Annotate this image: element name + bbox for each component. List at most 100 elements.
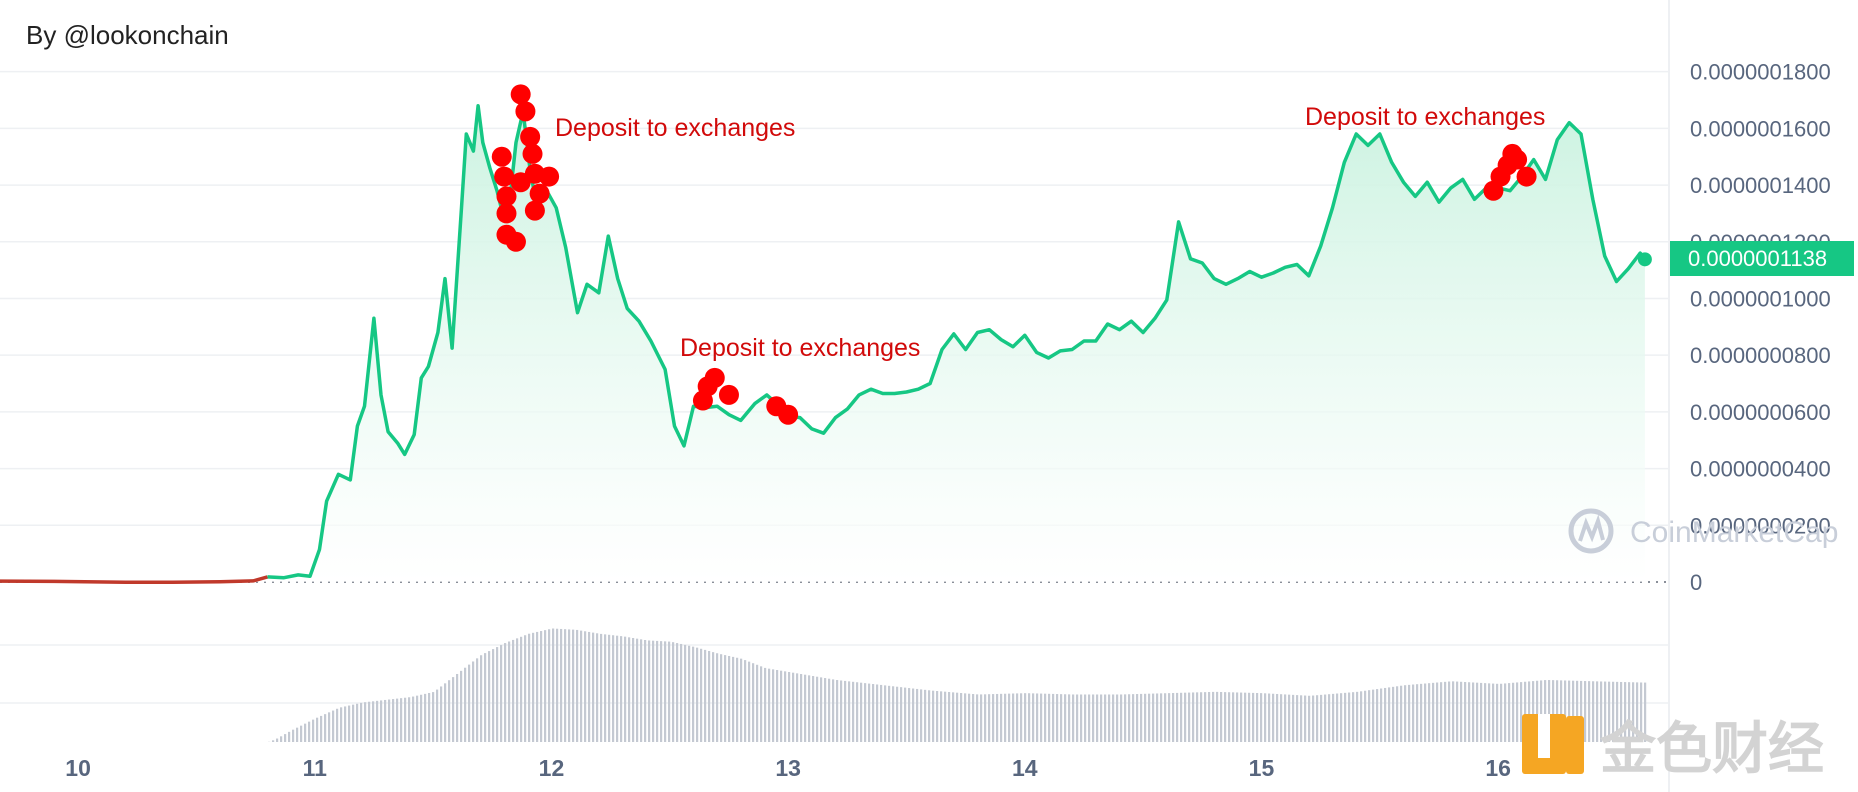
volume-bar	[1464, 682, 1467, 742]
volume-bar	[1312, 695, 1315, 742]
volume-bar	[1340, 693, 1343, 742]
volume-bar	[1472, 682, 1475, 742]
volume-bar	[928, 690, 931, 742]
volume-bar	[1628, 682, 1631, 742]
volume-bar	[648, 640, 651, 742]
volume-bar	[1344, 692, 1347, 742]
volume-bar	[1444, 681, 1447, 742]
price-line	[267, 103, 1647, 580]
volume-bar	[1428, 683, 1431, 742]
x-tick-label: 14	[1012, 755, 1038, 781]
deposit-annotations: Deposit to exchanges Deposit to exchanges…	[555, 103, 1545, 362]
volume-bar	[560, 628, 563, 742]
volume-bar	[496, 647, 499, 742]
volume-bar	[1576, 680, 1579, 742]
volume-bar	[556, 628, 559, 742]
volume-bar	[1044, 693, 1047, 742]
volume-bar	[480, 655, 483, 742]
volume-bar	[764, 667, 767, 742]
volume-bar	[1404, 685, 1407, 742]
volume-bar	[324, 714, 327, 742]
volume-bar	[668, 641, 671, 742]
volume-bar	[1436, 682, 1439, 742]
volume-bar	[1636, 682, 1639, 742]
deposit-marker	[778, 404, 799, 425]
volume-bar	[1156, 693, 1159, 742]
volume-bar	[1604, 681, 1607, 742]
volume-bar	[1496, 683, 1499, 742]
volume-bar	[684, 644, 687, 742]
volume-bar	[1288, 694, 1291, 742]
volume-bar	[572, 629, 575, 742]
volume-bar	[1620, 681, 1623, 742]
volume-bar	[1412, 684, 1415, 742]
volume-bar	[848, 681, 851, 742]
volume-bar	[800, 674, 803, 742]
deposit-marker	[491, 146, 512, 167]
volume-bar	[740, 658, 743, 742]
volume-bar	[780, 670, 783, 742]
volume-bar	[1616, 681, 1619, 742]
volume-bar	[776, 670, 779, 742]
volume-bar	[1112, 694, 1115, 742]
volume-bar	[404, 697, 407, 742]
volume-bar	[608, 634, 611, 742]
volume-bar	[1248, 692, 1251, 742]
volume-bar	[288, 731, 291, 742]
deposit-marker	[1516, 166, 1537, 187]
volume-bar	[1400, 685, 1403, 742]
volume-bar	[1392, 686, 1395, 742]
price-area-fill	[0, 105, 1645, 583]
volume-bar	[660, 641, 663, 742]
x-tick-label: 10	[65, 755, 91, 781]
jinse-watermark: 金色财经	[1522, 714, 1824, 780]
volume-bar	[980, 694, 983, 742]
volume-bar	[904, 687, 907, 742]
volume-bar	[1448, 681, 1451, 742]
volume-bar	[1396, 686, 1399, 742]
volume-bar	[524, 635, 527, 742]
volume-bar	[328, 712, 331, 742]
volume-bar	[1220, 692, 1223, 742]
volume-bar	[472, 661, 475, 742]
volume-bar	[1432, 682, 1435, 742]
volume-bar	[1016, 693, 1019, 742]
coinmarketcap-logo-icon	[1568, 508, 1614, 554]
volume-bar	[1568, 680, 1571, 742]
volume-bar	[1632, 682, 1635, 742]
volume-bar	[308, 721, 311, 742]
volume-bar	[964, 693, 967, 742]
y-tick-label: 0.0000001400	[1690, 173, 1831, 198]
volume-bar	[984, 694, 987, 742]
volume-bar	[1264, 693, 1267, 742]
volume-bar	[1440, 682, 1443, 742]
volume-bar	[1252, 692, 1255, 742]
volume-bar	[1468, 682, 1471, 742]
volume-bar	[1192, 692, 1195, 742]
volume-bar	[756, 664, 759, 742]
volume-bar	[332, 710, 335, 742]
volume-bar	[1304, 695, 1307, 742]
volume-bar	[600, 633, 603, 742]
volume-bar	[916, 688, 919, 742]
volume-bar	[400, 698, 403, 742]
volume-bar	[452, 677, 455, 742]
pre-launch-price-line	[0, 575, 268, 585]
volume-bar	[1056, 694, 1059, 742]
deposit-annotation-label: Deposit to exchanges	[680, 334, 920, 362]
y-tick-label: 0.0000000200	[1690, 513, 1831, 538]
volume-bar	[692, 646, 695, 742]
volume-bar	[1492, 683, 1495, 742]
coinmarketcap-wordmark: CoinMarketCap	[1630, 516, 1838, 549]
volume-bar	[1104, 694, 1107, 742]
volume-bar	[468, 664, 471, 742]
jinse-wordmark: 金色财经	[1599, 717, 1824, 780]
volume-bar	[580, 630, 583, 742]
deposit-marker	[524, 200, 545, 221]
volume-bar	[1272, 693, 1275, 742]
volume-bar	[996, 693, 999, 742]
volume-bar	[540, 631, 543, 742]
volume-bar	[1008, 693, 1011, 742]
volume-bar	[720, 654, 723, 742]
volume-bar	[656, 640, 659, 742]
